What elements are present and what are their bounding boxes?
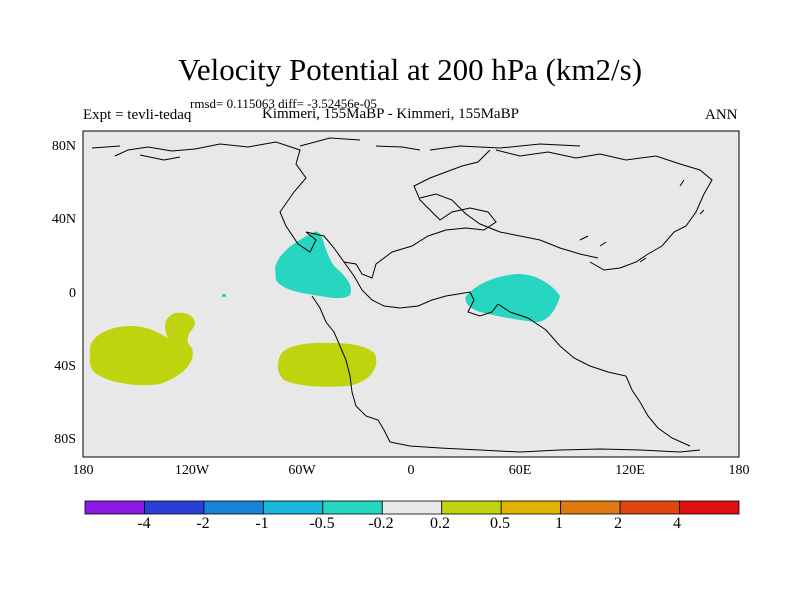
- colorbar-segment: [203, 500, 264, 515]
- lat-tick-label: 0: [69, 286, 76, 301]
- lat-tick-label: 40S: [54, 359, 76, 374]
- eurasia-north-coast: [495, 149, 713, 271]
- colorbar-segment: [619, 500, 680, 515]
- positive-anomaly-south-pacific: [89, 312, 195, 386]
- south-america-africa-coast: [311, 295, 391, 443]
- colorbar-segment: [262, 500, 324, 515]
- colorbar-label: 0.5: [490, 515, 510, 532]
- negative-anomaly-small-patch: [222, 294, 226, 297]
- colorbar-label: -0.5: [309, 515, 335, 532]
- season-label: ANN: [705, 107, 738, 123]
- colorbar-label: 2: [614, 515, 622, 532]
- lon-tick-label: 120W: [174, 463, 210, 478]
- lon-tick-label: 60E: [508, 463, 532, 478]
- lat-tick-label: 80N: [51, 139, 76, 154]
- colorbar-label: -0.2: [368, 515, 394, 532]
- experiment-label: Expt = tevli-tedaq: [83, 107, 192, 123]
- negative-anomaly-east-africa: [465, 274, 560, 322]
- tethys-coast: [419, 193, 599, 259]
- colorbar-segment: [560, 500, 621, 515]
- positive-anomaly-south-atlantic: [277, 342, 377, 387]
- pacific-islands: [579, 179, 705, 263]
- colorbar-label: -4: [137, 515, 151, 532]
- colorbar-segment: [322, 500, 383, 515]
- africa-west-coast: [343, 261, 499, 317]
- arctic-islands: [91, 137, 581, 161]
- stats-line: rmsd= 0.115063 diff= -3.52456e-05: [190, 96, 377, 111]
- colorbar-segment: [84, 500, 145, 515]
- north-america-coast: [114, 141, 497, 279]
- colorbar-label: 1: [555, 515, 563, 532]
- colorbar-segment: [144, 500, 205, 515]
- coastlines: [91, 137, 713, 453]
- map-background: [82, 130, 740, 458]
- gondwana-interior-coast: [497, 303, 691, 447]
- lon-tick-label: 180: [72, 463, 94, 478]
- negative-anomaly-central-america: [275, 231, 352, 299]
- comparison-label: Kimmeri, 155MaBP - Kimmeri, 155MaBP: [262, 106, 519, 122]
- lon-tick-label: 120E: [615, 463, 645, 478]
- colorbar-label: 0.2: [430, 515, 450, 532]
- lon-tick-label: 180: [728, 463, 750, 478]
- colorbar-segment: [679, 500, 740, 515]
- colorbar-label: 4: [673, 515, 681, 532]
- colorbar-segment: [441, 500, 502, 515]
- figure-title: Velocity Potential at 200 hPa (km2/s): [177, 52, 643, 87]
- lat-tick-label: 80S: [54, 432, 76, 447]
- lon-tick-label: 0: [407, 463, 415, 478]
- colorbar-label: -1: [255, 515, 269, 532]
- colorbar-label: -2: [196, 515, 210, 532]
- lon-tick-label: 60W: [288, 463, 316, 478]
- colorbar-segment: [500, 500, 562, 515]
- lat-tick-label: 40N: [51, 212, 76, 227]
- colorbar-segment: [381, 500, 443, 515]
- antarctica-coast: [389, 441, 701, 453]
